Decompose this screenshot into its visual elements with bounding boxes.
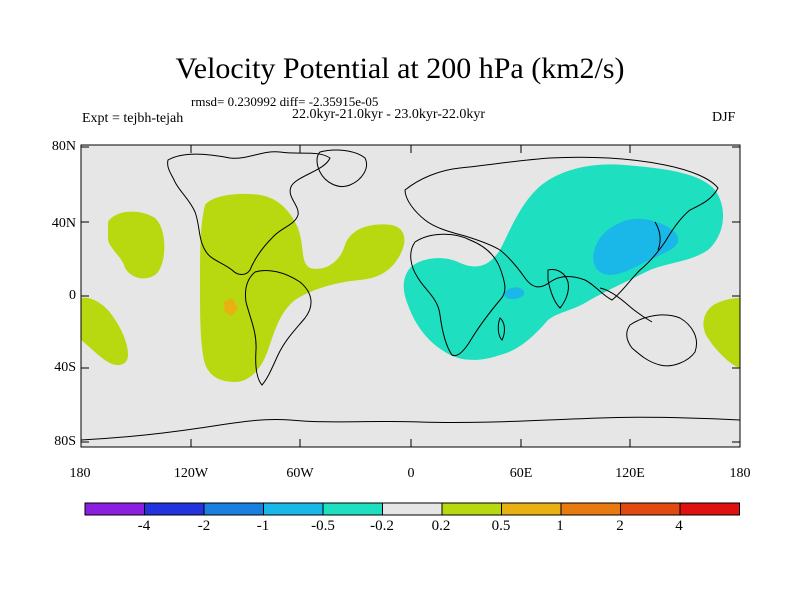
colorbar-box-2 — [203, 502, 264, 516]
lat-label-40s: 40S — [54, 360, 76, 375]
colorbar-box-0 — [84, 502, 145, 516]
velocity-potential-contours — [81, 164, 740, 382]
negative-min-africa — [504, 287, 525, 300]
coastline-greenland — [316, 149, 367, 187]
colorbar-box-7 — [501, 502, 562, 516]
lat-label-40n: 40N — [51, 216, 76, 231]
colorbar-label-neg4: -4 — [137, 518, 151, 534]
colorbar-label-1: 1 — [556, 518, 564, 534]
negative-region-eurasia-indian-ocean — [403, 164, 724, 360]
positive-max-central-america — [224, 298, 238, 316]
colorbar-box-9 — [620, 502, 681, 516]
lat-label-80n: 80N — [51, 139, 76, 154]
lat-label-0: 0 — [69, 288, 76, 303]
coastline-japan — [654, 221, 661, 251]
lon-label-60e: 60E — [509, 466, 533, 481]
negative-region-west-pacific — [593, 218, 679, 275]
colorbar-label-neg0-2: -0.2 — [370, 518, 394, 534]
coastlines — [80, 149, 741, 441]
colorbar-box-8 — [560, 502, 621, 516]
colorbar-label-0-2: 0.2 — [431, 518, 451, 534]
coastline-india — [547, 269, 569, 309]
positive-region-americas-atlantic — [200, 193, 405, 382]
colorbar-box-3 — [263, 502, 324, 516]
lon-label-120e: 120E — [615, 466, 645, 481]
lon-label-180e: 180 — [729, 466, 751, 481]
lon-label-0: 0 — [407, 466, 415, 481]
coastline-south-america — [245, 269, 312, 386]
axis-ticks — [81, 145, 740, 447]
lon-label-180w: 180 — [69, 466, 91, 481]
coastline-africa — [410, 233, 506, 357]
plot-title: Velocity Potential at 200 hPa (km2/s) — [175, 52, 625, 85]
colorbar-box-10 — [679, 502, 740, 516]
colorbar-box-5 — [382, 502, 443, 516]
colorbar-box-4 — [322, 502, 383, 516]
colorbar-label-neg2: -2 — [197, 518, 211, 534]
experiment-label: Expt = tejbh-tejah — [82, 111, 184, 126]
lon-label-60w: 60W — [286, 466, 314, 481]
lat-label-80s: 80S — [54, 434, 76, 449]
coastline-australia — [626, 314, 697, 367]
coastline-madagascar — [497, 317, 505, 341]
positive-region-east-edge — [703, 298, 740, 368]
colorbar-label-neg0-5: -0.5 — [311, 518, 335, 534]
colorbar-box-1 — [144, 502, 205, 516]
colorbar-box-6 — [441, 502, 502, 516]
coastline-north-america — [167, 151, 331, 275]
stats-label: rmsd= 0.230992 diff= -2.35915e-05 — [191, 94, 379, 109]
colorbar-label-4: 4 — [675, 518, 683, 534]
coastline-eurasia — [404, 156, 719, 301]
lon-label-120w: 120W — [173, 466, 209, 481]
colorbar-label-2: 2 — [616, 518, 624, 534]
positive-region-west-edge — [81, 297, 128, 366]
positive-region-central-pacific — [108, 211, 165, 279]
coastline-antarctica — [80, 416, 741, 441]
colorbar-label-0-5: 0.5 — [491, 518, 511, 534]
colorbar-label-neg1: -1 — [256, 518, 270, 534]
colorbar — [84, 502, 740, 516]
season-label: DJF — [712, 110, 736, 125]
period-label: 22.0kyr-21.0kyr - 23.0kyr-22.0kyr — [292, 107, 486, 122]
